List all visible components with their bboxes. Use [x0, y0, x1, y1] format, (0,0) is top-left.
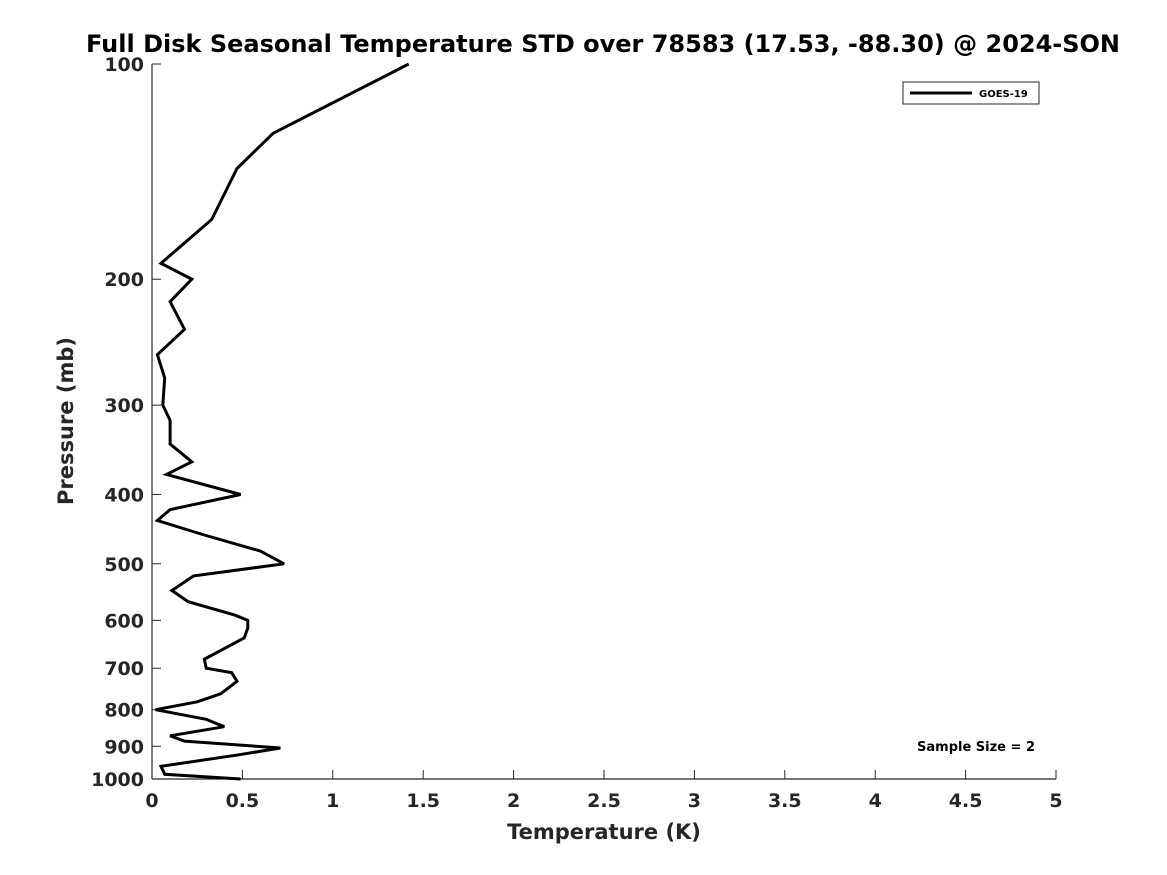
y-tick-label: 300: [104, 395, 144, 417]
x-tick-label: 3.5: [768, 790, 802, 812]
y-tick-label: 100: [104, 54, 144, 76]
x-tick-label: 4.5: [949, 790, 983, 812]
y-ticks: 100 200 300 400 500 600 700 800 900 1000: [91, 54, 161, 791]
legend: GOES-19: [902, 81, 1040, 105]
y-tick-label: 600: [104, 610, 144, 632]
x-tick-label: 2: [507, 790, 520, 812]
x-tick-label: 3: [688, 790, 701, 812]
series-layer: [154, 62, 410, 781]
x-tick-label: 2.5: [587, 790, 621, 812]
chart-title: Full Disk Seasonal Temperature STD over …: [86, 30, 1120, 58]
x-ticks: 0 0.5 1 1.5 2 2.5 3 3.5 4 4.5 5: [145, 770, 1063, 812]
y-tick-label: 400: [104, 484, 144, 506]
y-axis-label: Pressure (mb): [54, 337, 78, 505]
plot-area: 0 0.5 1 1.5 2 2.5 3 3.5 4 4.5 5 100 200 300 400 500 600…: [91, 54, 1063, 812]
y-tick-label: 500: [104, 554, 144, 576]
y-tick-label: 900: [104, 736, 144, 758]
legend-label: GOES-19: [979, 89, 1028, 100]
sample-size-annotation: Sample Size = 2: [917, 740, 1035, 755]
y-tick-label: 1000: [91, 769, 144, 791]
x-tick-label: 5: [1049, 790, 1062, 812]
x-tick-label: 1.5: [406, 790, 440, 812]
series-line-goes-19: [154, 62, 410, 781]
x-tick-label: 4: [869, 790, 882, 812]
x-tick-label: 0: [145, 790, 158, 812]
x-tick-label: 1: [326, 790, 339, 812]
y-tick-label: 200: [104, 269, 144, 291]
y-tick-label: 700: [104, 658, 144, 680]
y-tick-label: 800: [104, 700, 144, 722]
x-tick-label: 0.5: [226, 790, 260, 812]
x-axis-label: Temperature (K): [507, 820, 701, 844]
